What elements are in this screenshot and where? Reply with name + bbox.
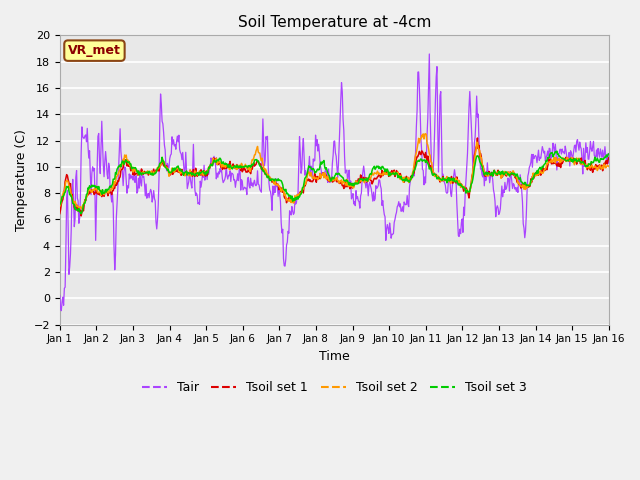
Title: Soil Temperature at -4cm: Soil Temperature at -4cm	[237, 15, 431, 30]
Text: VR_met: VR_met	[68, 44, 121, 57]
Legend: Tair, Tsoil set 1, Tsoil set 2, Tsoil set 3: Tair, Tsoil set 1, Tsoil set 2, Tsoil se…	[137, 376, 532, 399]
Y-axis label: Temperature (C): Temperature (C)	[15, 129, 28, 231]
X-axis label: Time: Time	[319, 350, 349, 363]
